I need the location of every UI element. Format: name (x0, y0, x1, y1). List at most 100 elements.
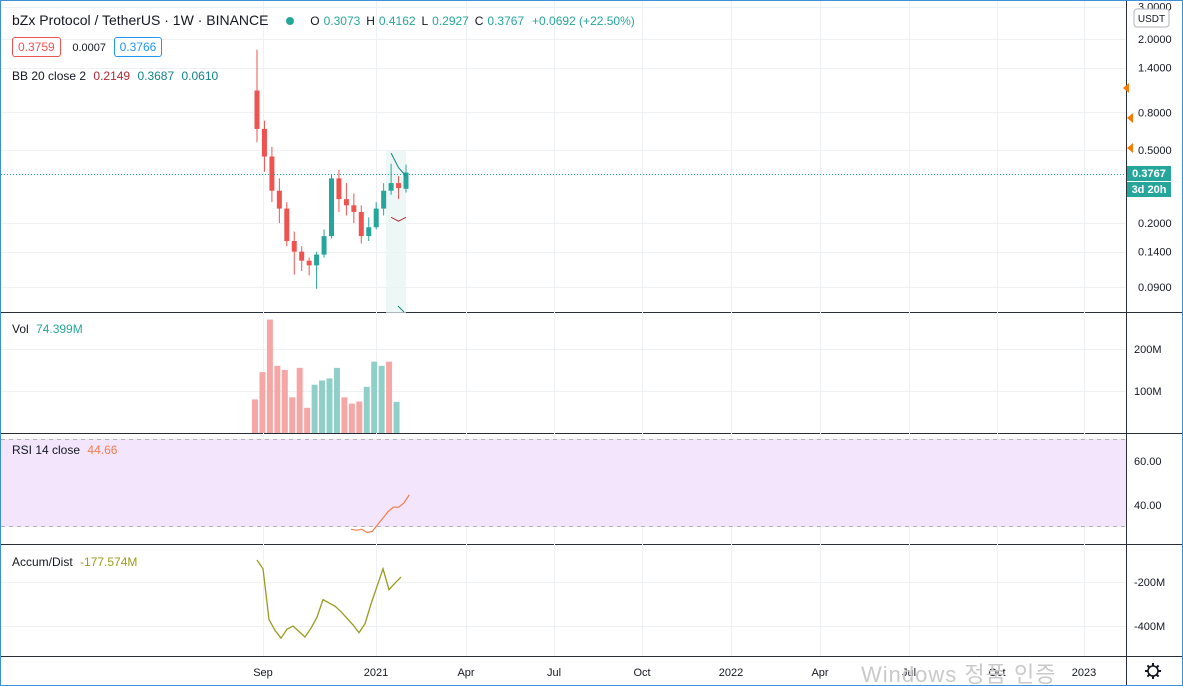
accum-dist-tick: -200M (1134, 577, 1165, 589)
volume-axis[interactable]: 200M 100M (1134, 344, 1162, 398)
candle-body (321, 236, 327, 255)
ohlc-high: 0.4162 (378, 14, 416, 28)
time-axis-label: Jul (547, 667, 561, 679)
vol-legend[interactable]: Vol 74.399M (12, 322, 87, 336)
bb-lower-value: 0.2149 (93, 69, 131, 83)
spread-value: 0.0007 (72, 42, 106, 54)
candle-body (373, 208, 379, 228)
volume-bar (319, 380, 326, 433)
vertical-grid (263, 1, 1085, 656)
bb-legend[interactable]: BB 20 close 2 0.2149 0.3687 0.0610 (12, 69, 222, 83)
ohlc-high-label: H (366, 14, 375, 28)
buy-price-button[interactable]: 0.3766 (113, 37, 163, 57)
volume-bar (348, 403, 355, 433)
volume-bar (296, 367, 303, 433)
volume-tick: 100M (1134, 386, 1162, 398)
symbol-title[interactable]: bZx Protocol / TetherUS · 1W · BINANCE (12, 12, 269, 28)
volume-bar (333, 367, 340, 433)
price-tick: 1.4000 (1138, 63, 1172, 75)
candle-body (358, 211, 364, 237)
settings-gear-icon[interactable] (1145, 663, 1161, 679)
volume-tick: 200M (1134, 344, 1162, 356)
currency-badge[interactable]: USDT (1133, 8, 1170, 28)
candle-body (329, 178, 334, 237)
candle-body (299, 251, 305, 261)
rsi-line (350, 494, 410, 534)
market-status-dot-icon[interactable] (286, 16, 295, 25)
bb-lower-line (390, 216, 407, 222)
time-axis-label: 2022 (719, 667, 743, 679)
bb-basis-value: 0.3687 (137, 69, 175, 83)
price-tick: 0.0900 (1138, 282, 1172, 294)
candle-body (276, 190, 282, 209)
volume-bar (281, 370, 288, 433)
candles-layer (254, 49, 409, 289)
volume-bar (252, 399, 258, 433)
price-tick: 0.2000 (1138, 218, 1172, 230)
bb-upper-value: 0.0610 (181, 69, 219, 83)
price-tick: 0.1400 (1138, 247, 1172, 259)
candle-body (403, 172, 409, 189)
time-axis-label: Jul (902, 667, 916, 679)
time-axis-label: Oct (988, 667, 1005, 679)
time-axis-label: Apr (457, 667, 474, 679)
alert-marker-icon[interactable] (1123, 83, 1129, 93)
volume-bar (326, 378, 333, 433)
ohlc-low-label: L (421, 14, 429, 28)
accum-dist-axis[interactable]: -200M -400M (1134, 577, 1165, 633)
rsi-legend[interactable]: RSI 14 close 44.66 (12, 443, 121, 457)
rsi-value: 44.66 (87, 443, 118, 457)
sell-price-button[interactable]: 0.3759 (12, 37, 61, 57)
accum-dist-value: -177.574M (80, 555, 138, 569)
horizontal-grid (1, 7, 1126, 627)
time-axis-label: Oct (633, 667, 650, 679)
candle-body (269, 156, 275, 191)
price-axis[interactable]: 3.00002.00001.40000.80000.50000.20000.14… (1138, 2, 1172, 294)
candle-body (306, 260, 312, 266)
volume-bar (274, 365, 281, 433)
volume-bar (259, 372, 266, 433)
volume-bar (311, 384, 318, 433)
volume-bar (378, 365, 385, 433)
os-activation-watermark: Windows 정품 인증 (861, 662, 1057, 686)
alert-marker-icon[interactable] (1127, 143, 1133, 153)
rsi-label[interactable]: RSI 14 close (12, 443, 81, 457)
price-tick: 0.5000 (1138, 145, 1172, 157)
candle-body (351, 205, 357, 212)
currency-label: USDT (1138, 14, 1165, 25)
current-bar-highlight (386, 151, 406, 313)
svg-text:0.3767: 0.3767 (1132, 168, 1166, 180)
time-axis[interactable]: Sep 2021 Apr Jul Oct 2022 Apr Jul Oct 2023 (253, 667, 1096, 679)
candle-body (254, 90, 260, 129)
candle-body (336, 178, 342, 200)
volume-bar (393, 401, 400, 433)
ohlc-open-label: O (310, 14, 320, 28)
bar-countdown: 3d 20h (1132, 184, 1167, 196)
alert-marker-icon[interactable] (1127, 113, 1133, 123)
vol-label[interactable]: Vol (12, 322, 29, 336)
ohlc-close: 0.3767 (487, 14, 525, 28)
candle-body (261, 128, 267, 157)
volume-bar (341, 397, 348, 433)
time-axis-label: Apr (811, 667, 828, 679)
bb-basis-line (397, 305, 405, 313)
candle-body (396, 183, 402, 189)
last-price-tag: 0.3767 3d 20h (1127, 166, 1171, 197)
bb-label[interactable]: BB 20 close 2 (12, 69, 87, 83)
volume-bar (363, 386, 370, 433)
accum-dist-label[interactable]: Accum/Dist (12, 555, 73, 569)
rsi-axis[interactable]: 60.00 40.00 (1134, 456, 1162, 512)
price-tick: 2.0000 (1138, 34, 1172, 46)
ohlc-open: 0.3073 (323, 14, 361, 28)
accum-dist-legend[interactable]: Accum/Dist -177.574M (12, 555, 141, 569)
volume-bar (356, 401, 363, 433)
ohlc-close-label: C (474, 14, 484, 28)
price-tick: 0.8000 (1138, 107, 1172, 119)
bollinger-bands-layer (390, 152, 407, 313)
volume-bar (266, 319, 273, 433)
volume-bars-layer (252, 319, 400, 433)
symbol-legend[interactable]: bZx Protocol / TetherUS · 1W · BINANCE O… (12, 12, 639, 28)
